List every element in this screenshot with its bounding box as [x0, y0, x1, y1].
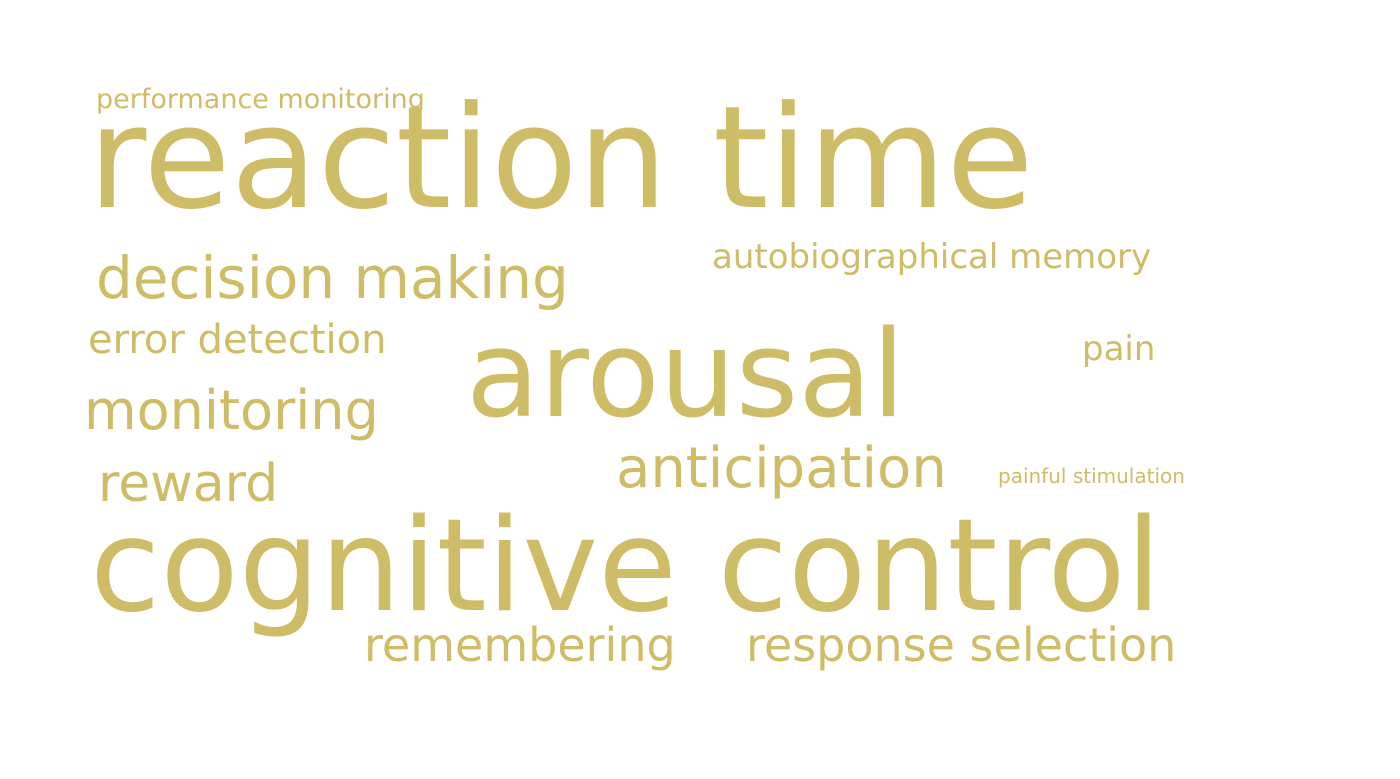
word-painful-stimulation: painful stimulation — [998, 464, 1185, 488]
word-reaction-time: reaction time — [88, 76, 1034, 241]
word-cognitive-control: cognitive control — [90, 492, 1162, 641]
word-anticipation: anticipation — [616, 436, 947, 501]
word-pain: pain — [1082, 329, 1156, 369]
word-reward: reward — [98, 454, 279, 514]
word-autobiographical-memory: autobiographical memory — [712, 237, 1152, 277]
word-remembering: remembering — [364, 618, 676, 672]
word-error-detection: error detection — [88, 317, 387, 363]
word-performance-monitoring: performance monitoring — [96, 84, 425, 115]
word-response-selection: response selection — [746, 618, 1177, 672]
word-decision-making: decision making — [96, 244, 569, 312]
word-monitoring: monitoring — [84, 379, 379, 442]
word-arousal: arousal — [466, 306, 906, 445]
